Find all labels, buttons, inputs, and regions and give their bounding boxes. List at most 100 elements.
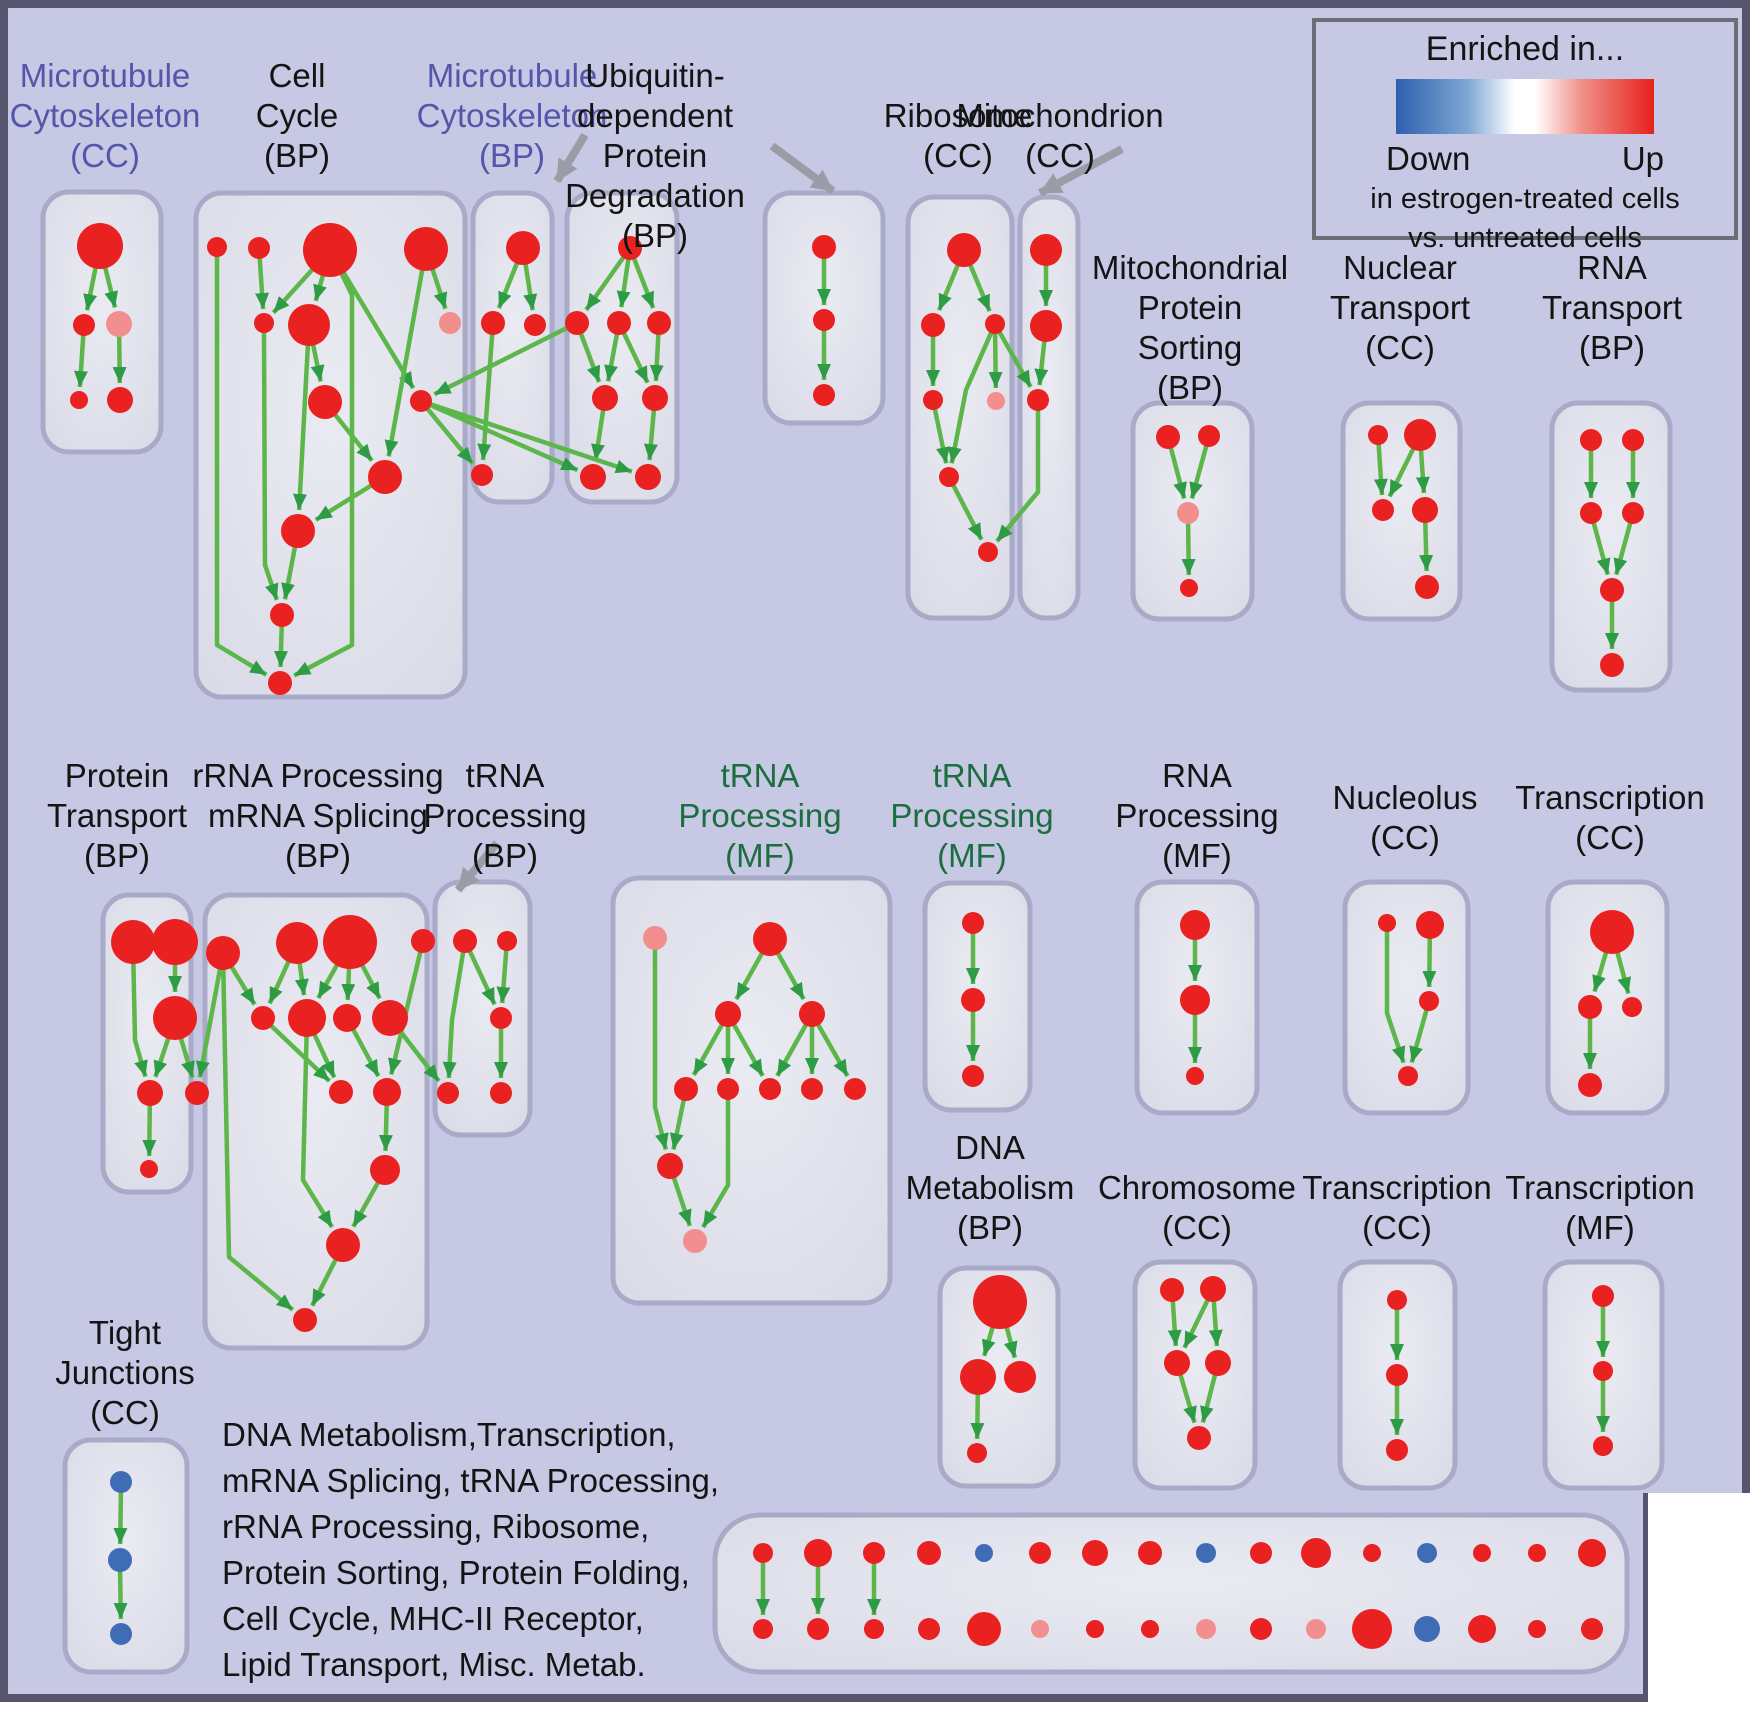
edge-ribosome-6 [951,483,984,541]
go-term-node-cell-cycle-1 [248,237,270,259]
annotation-arrow-3 [454,840,501,893]
edge-cell-cycle-9 [292,344,311,511]
cluster-label-line: Nucleolus [1333,779,1478,816]
edge-nucleolus-2 [1409,1009,1429,1064]
go-term-node-mito-sorting-2 [1177,502,1199,524]
go-term-node-cell-cycle-8 [410,390,432,412]
go-term-node-protein-transport-4 [185,1081,209,1105]
cluster-label-line: Degradation [565,177,745,214]
cluster-label-transcription-cc-bot: Transcription (CC) [1302,1169,1492,1246]
go-term-node-microtubule-cc-1 [73,314,95,336]
go-term-node-transcription-cc-mid-0 [1590,910,1634,954]
cluster-box-transcription-cc-mid [1545,879,1670,1116]
go-term-node-bottom-grid-10 [1301,1538,1331,1568]
go-term-node-ribosome-3 [923,390,943,410]
edge-ribosome-5 [932,408,950,464]
edge-chromosome-2 [1208,1300,1223,1347]
go-term-node-rrna-processing-5 [288,999,326,1037]
go-term-node-transcription-cc-mid-2 [1622,997,1642,1017]
go-term-node-bottom-grid-21 [1031,1620,1049,1638]
edge-protein-transport-3 [178,1037,195,1079]
edge-nucleolus-1 [1422,937,1437,988]
edge-trna-bp-2 [442,951,466,1079]
go-term-node-tight-junctions-0 [110,1471,132,1493]
edge-nuclear-transport-0 [1373,443,1388,496]
edge-cell-cycle-5 [293,272,355,678]
go-term-node-bottom-grid-20 [967,1612,1001,1646]
cluster-label-trna-mf-large: tRNA Processing (MF) [678,757,841,874]
go-term-node-bottom-grid-1 [804,1539,832,1567]
go-term-node-trna-mf-large-2 [715,1001,741,1027]
edge-cell-cycle-1 [255,257,270,310]
cluster-label-rna-processing-mf: RNA Processing (MF) [1115,757,1278,874]
cluster-label-line: tRNA [933,757,1012,794]
cluster-label-line: (BP) [285,837,351,874]
go-term-node-tight-junctions-2 [110,1623,132,1645]
cluster-label-line: tRNA [721,757,800,794]
cluster-label-line: (CC) [923,137,993,174]
edge-protein-transport-0 [131,962,148,1078]
edge-trna-mf-large-2 [691,1023,725,1077]
edge-cell-cycle-6 [430,268,448,310]
go-term-node-cell-cycle-3 [404,227,448,271]
edge-dna-metabolism-2 [970,1393,985,1440]
cluster-label-line: (BP) [264,137,330,174]
cluster-label-line: Protein [1138,289,1243,326]
cluster-label-line: (MF) [725,837,795,874]
cluster-label-protein-transport: Protein Transport (BP) [47,757,187,874]
go-term-node-mito-sorting-0 [1156,425,1180,449]
cluster-box-ubiquitin-1 [564,190,680,505]
cross-edge-1 [425,407,475,465]
go-term-node-cell-cycle-10 [281,514,315,548]
go-term-node-protein-transport-0 [111,920,155,964]
edge-cell-cycle-7 [384,269,425,457]
edge-nuclear-transport-1 [1387,447,1416,498]
go-term-node-ribosome-4 [987,392,1005,410]
go-term-node-cell-cycle-6 [439,312,461,334]
go-term-node-microtubule-cc-4 [107,387,133,413]
edge-mitochondrion-1 [1034,340,1049,386]
cluster-label-line: (BP) [622,217,688,254]
edge-microtubule-cc-2 [73,334,88,388]
go-term-node-rna-transport-4 [1600,578,1624,602]
cluster-label-line: Ubiquitin- [585,57,724,94]
edge-mito-sorting-1 [1189,445,1209,500]
edge-chromosome-0 [1167,1300,1182,1347]
white-bottom-strip [0,1702,1750,1715]
cross-edge-3 [429,402,633,474]
edge-microtubule-cc-1 [103,266,119,309]
edge-chromosome-3 [1178,1373,1197,1424]
go-term-node-bottom-grid-14 [1528,1544,1546,1562]
go-term-node-bottom-grid-30 [1528,1620,1546,1638]
cross-edge-5 [995,410,1041,543]
edge-trna-mf-large-1 [775,951,806,1001]
edge-ubiquitin-1-5 [621,331,650,384]
cluster-label-line: Transport [1330,289,1470,326]
go-term-node-rna-transport-3 [1622,502,1644,524]
go-term-node-rna-transport-1 [1622,429,1644,451]
go-term-node-ubiquitin-1-0 [618,236,642,260]
edge-tight-junctions-1 [113,1570,128,1620]
go-term-node-ubiquitin-2-1 [813,309,835,331]
legend-title: Enriched in... [1425,30,1625,68]
edge-microtubule-cc-3 [112,335,127,384]
go-term-node-rrna-processing-4 [251,1006,275,1030]
go-term-node-tight-junctions-1 [108,1548,132,1572]
edge-ribosome-1 [968,263,992,312]
cluster-label-line: (CC) [1575,819,1645,856]
cluster-label-trna-bp: tRNA Processing (BP) [423,757,586,874]
cluster-label-line: dependent [577,97,733,134]
nodes-layer [70,223,1644,1649]
edge-ribosome-4 [947,331,994,464]
go-term-node-bottom-grid-7 [1138,1541,1162,1565]
go-term-node-rna-transport-0 [1580,429,1602,451]
go-term-node-rrna-processing-8 [329,1080,353,1104]
go-term-node-chromosome-2 [1164,1350,1190,1376]
go-term-node-mitochondrion-2 [1027,389,1049,411]
go-term-node-transcription-cc-mid-3 [1578,1073,1602,1097]
legend-gradient-bar [1396,79,1654,134]
go-term-node-cell-cycle-4 [254,313,274,333]
go-term-node-microtubule-cc-0 [77,223,123,269]
go-term-node-chromosome-3 [1205,1350,1231,1376]
